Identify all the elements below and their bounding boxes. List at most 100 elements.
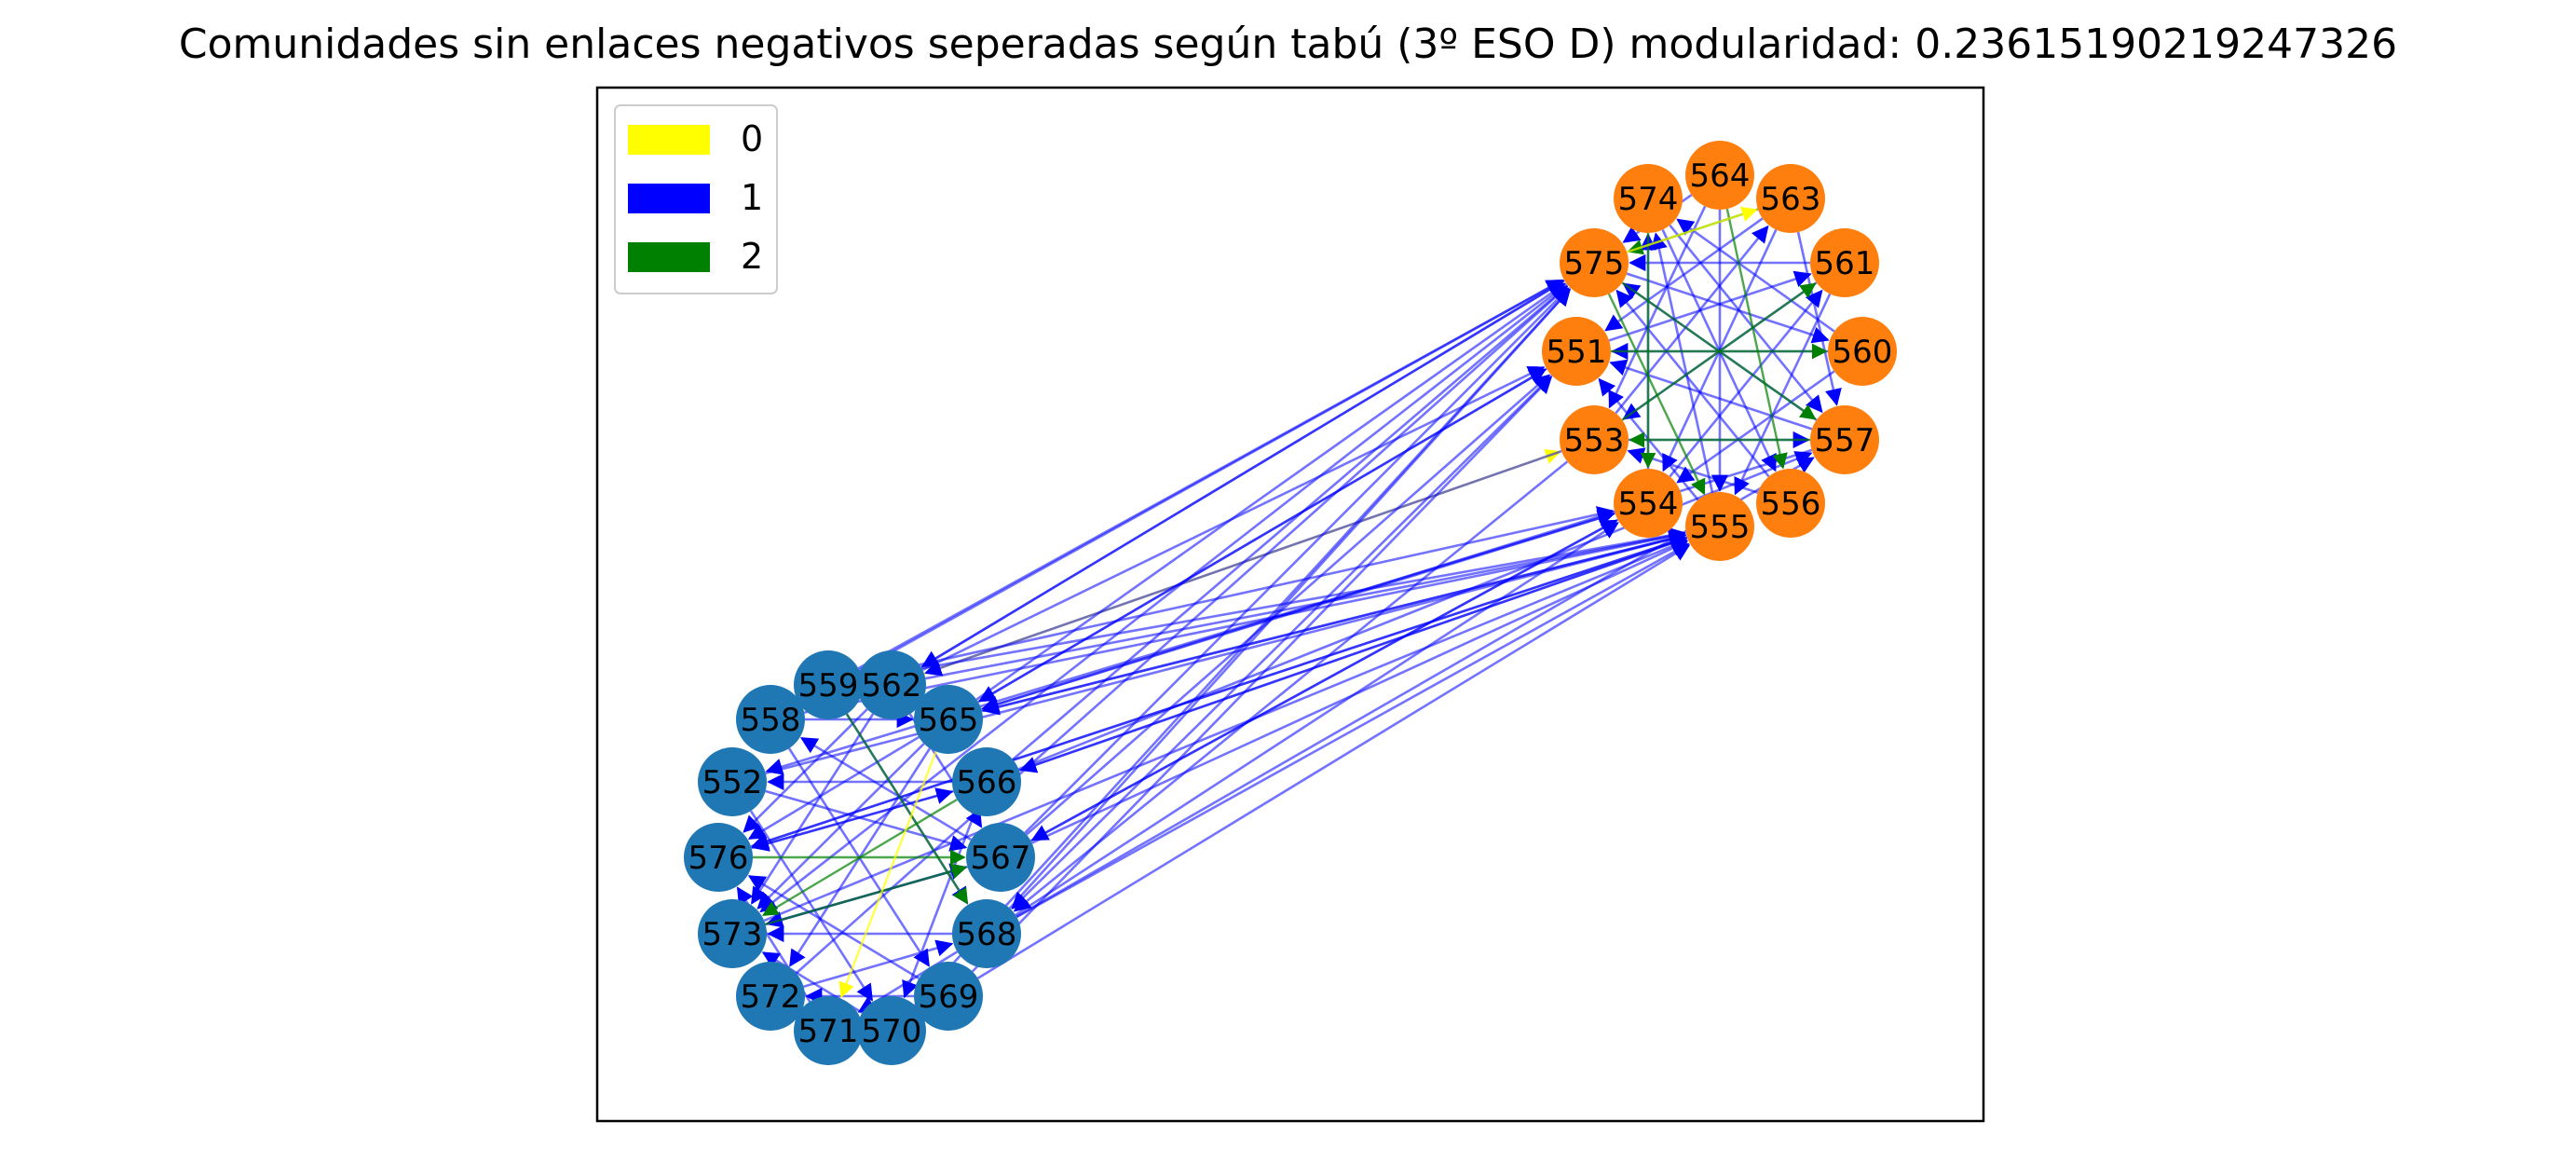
edge-558-575 xyxy=(799,279,1564,704)
node-562 xyxy=(857,650,926,719)
edge-565-576 xyxy=(747,735,920,841)
edge-569-551 xyxy=(971,376,1553,973)
node-560 xyxy=(1828,317,1897,386)
node-568 xyxy=(952,899,1021,968)
edge-554-561 xyxy=(1669,289,1823,478)
node-label-575: 575 xyxy=(1564,245,1625,282)
node-label-576: 576 xyxy=(688,840,749,877)
node-552 xyxy=(698,747,767,816)
node-label-570: 570 xyxy=(862,1013,922,1050)
node-label-552: 552 xyxy=(702,764,763,801)
edge-553-568 xyxy=(1013,460,1569,912)
node-558 xyxy=(736,685,805,754)
node-label-567: 567 xyxy=(971,840,1031,877)
edge-568-554 xyxy=(1015,522,1619,916)
edge-551-568 xyxy=(1011,375,1553,910)
node-label-569: 569 xyxy=(919,978,979,1016)
legend-swatch-2 xyxy=(628,242,710,272)
edge-573-567 xyxy=(765,863,968,926)
node-553 xyxy=(1560,405,1629,474)
edge-567-551 xyxy=(1025,374,1551,836)
edge-562-555 xyxy=(925,527,1686,680)
edge-562-576 xyxy=(743,708,868,833)
node-label-563: 563 xyxy=(1761,181,1821,218)
node-label-573: 573 xyxy=(702,916,763,953)
node-569 xyxy=(914,962,983,1031)
node-label-561: 561 xyxy=(1815,245,1875,282)
plot-frame xyxy=(595,86,1985,1123)
node-565 xyxy=(914,685,983,754)
node-555 xyxy=(1685,492,1754,561)
node-label-568: 568 xyxy=(957,916,1017,953)
edge-568-555 xyxy=(1015,542,1690,919)
edge-567-575 xyxy=(1024,287,1570,834)
node-563 xyxy=(1756,164,1825,233)
edge-559-568 xyxy=(845,713,969,905)
legend-swatch-1 xyxy=(628,184,710,213)
legend-label-1: 1 xyxy=(741,177,763,218)
edge-562-573 xyxy=(750,713,875,905)
node-label-554: 554 xyxy=(1618,486,1679,523)
edge-554-567 xyxy=(1030,518,1619,841)
node-575 xyxy=(1560,228,1629,297)
node-label-562: 562 xyxy=(862,667,922,704)
node-559 xyxy=(794,650,863,719)
node-label-560: 560 xyxy=(1833,334,1893,371)
node-573 xyxy=(698,899,767,968)
node-label-557: 557 xyxy=(1815,422,1875,459)
edge-565-575 xyxy=(975,282,1566,701)
node-576 xyxy=(684,823,753,892)
edge-560-574 xyxy=(1676,218,1835,333)
edge-574-557 xyxy=(1669,224,1823,414)
node-label-574: 574 xyxy=(1618,181,1679,218)
node-557 xyxy=(1810,405,1879,474)
legend: 0 1 2 xyxy=(614,104,778,294)
node-556 xyxy=(1756,469,1825,538)
node-label-572: 572 xyxy=(741,978,801,1016)
edges-layer xyxy=(736,194,1842,1014)
edge-555-576 xyxy=(751,536,1688,850)
edge-575-562 xyxy=(920,279,1565,668)
legend-label-0: 0 xyxy=(741,118,763,159)
edge-567-558 xyxy=(799,736,972,841)
node-label-558: 558 xyxy=(741,702,801,739)
node-561 xyxy=(1810,228,1879,297)
edge-552-567 xyxy=(765,789,968,852)
edge-570-575 xyxy=(914,288,1571,1006)
node-574 xyxy=(1614,164,1683,233)
edge-553-562 xyxy=(924,449,1562,677)
node-567 xyxy=(966,823,1035,892)
edge-553-563 xyxy=(1615,225,1769,415)
edge-555-566 xyxy=(1019,536,1688,773)
edge-575-560 xyxy=(1626,272,1830,344)
legend-label-2: 2 xyxy=(741,236,763,277)
node-566 xyxy=(952,747,1021,816)
node-label-564: 564 xyxy=(1690,157,1751,195)
node-label-559: 559 xyxy=(798,667,859,704)
node-564 xyxy=(1685,141,1754,210)
edge-565-571 xyxy=(838,751,937,999)
edge-559-554 xyxy=(861,506,1615,679)
edge-551-565 xyxy=(978,367,1547,703)
edge-555-565 xyxy=(982,533,1687,716)
node-label-555: 555 xyxy=(1690,509,1751,546)
edge-556-575 xyxy=(1615,289,1770,478)
edge-575-563 xyxy=(1626,206,1758,253)
node-label-566: 566 xyxy=(957,764,1017,801)
edge-566-573 xyxy=(762,798,958,917)
edge-572-575 xyxy=(795,285,1569,975)
nodes-layer: 5645635615605575565555545535515755745625… xyxy=(684,141,1897,1065)
node-572 xyxy=(736,962,805,1031)
edge-551-561 xyxy=(1608,270,1812,342)
node-label-556: 556 xyxy=(1761,486,1821,523)
legend-swatch-0 xyxy=(628,125,710,155)
edge-564-556 xyxy=(1725,208,1788,470)
node-570 xyxy=(857,996,926,1065)
edge-569-555 xyxy=(976,544,1691,979)
node-label-571: 571 xyxy=(798,1013,859,1050)
edge-555-574 xyxy=(1650,232,1714,494)
figure-title: Comunidades sin enlaces negativos sepera… xyxy=(178,21,2398,68)
node-label-553: 553 xyxy=(1564,422,1625,459)
edge-557-551 xyxy=(1609,359,1813,431)
node-label-551: 551 xyxy=(1547,334,1607,371)
